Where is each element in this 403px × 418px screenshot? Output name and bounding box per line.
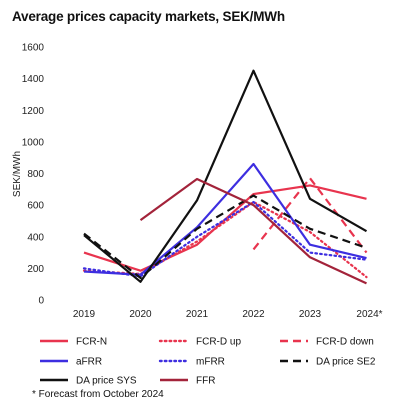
legend-label: aFRR: [76, 357, 102, 368]
series-line-ffr: [139, 177, 367, 285]
legend-item-ffr: FFR: [160, 376, 215, 387]
y-tick-label: 200: [27, 264, 44, 275]
x-tick-label: 2020: [129, 309, 152, 320]
chart-title: Average prices capacity markets, SEK/MWh: [12, 9, 285, 24]
legend-item-mfrr: mFRR: [158, 357, 225, 368]
legend-label: FFR: [196, 376, 215, 387]
footnote: * Forecast from October 2024: [32, 389, 164, 400]
legend-label: FCR-N: [76, 337, 107, 348]
legend-item-fcr-d-up: FCR-D up: [158, 337, 241, 348]
legend-item-fcr-d-down: FCR-D down: [280, 337, 374, 348]
x-tick-label: 2023: [299, 309, 322, 320]
legend: FCR-N FCR-D up FCR-D down aFRR mFRR DA price …: [40, 337, 376, 387]
y-axis: 0 200 400 600 800 1000 1200 1400 1600: [22, 43, 45, 307]
y-tick-label: 1600: [22, 43, 45, 54]
y-tick-label: 1000: [22, 137, 45, 148]
x-axis: 2019 2020 2021 2022 2023 2024*: [73, 309, 383, 320]
series-line-da-price-sys: [83, 69, 368, 283]
x-tick-label: 2019: [73, 309, 96, 320]
y-tick-label: 400: [27, 232, 44, 243]
y-tick-label: 1400: [22, 74, 45, 85]
x-tick-label: 2024*: [356, 309, 382, 320]
y-tick-label: 800: [27, 169, 44, 180]
legend-label: FCR-D up: [196, 337, 241, 348]
y-tick-label: 1200: [22, 106, 45, 117]
x-tick-label: 2021: [186, 309, 209, 320]
plot-series: [82, 69, 368, 285]
legend-label: FCR-D down: [316, 337, 374, 348]
y-axis-label: SEK/MWh: [12, 151, 23, 197]
x-tick-label: 2022: [242, 309, 265, 320]
legend-label: DA price SYS: [76, 376, 137, 387]
series-line-fcr-d-down: [252, 177, 368, 254]
y-tick-label: 0: [38, 296, 44, 307]
legend-label: DA price SE2: [316, 357, 376, 368]
series-line-fcr-n: [83, 184, 367, 272]
legend-label: mFRR: [196, 357, 225, 368]
series-line-da-price-se2: [83, 194, 367, 279]
legend-item-fcr-n: FCR-N: [40, 337, 107, 348]
legend-item-afrr: aFRR: [40, 357, 102, 368]
legend-item-da-price-sys: DA price SYS: [40, 376, 137, 387]
y-tick-label: 600: [27, 201, 44, 212]
legend-item-da-price-se2: DA price SE2: [280, 357, 376, 368]
